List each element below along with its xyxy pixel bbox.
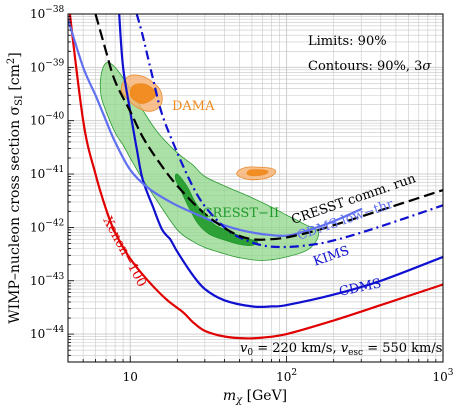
y-tick-label: 10−42 <box>30 218 64 234</box>
y-tick-label: 10−43 <box>30 272 65 288</box>
dama-label: DAMA <box>172 99 215 114</box>
cresst-comm-run-curve <box>94 14 443 241</box>
y-tick-label: 10−44 <box>30 325 65 341</box>
plot-frame <box>67 13 444 363</box>
xenon-100-label: Xenon−100 <box>99 214 149 289</box>
signal-regions <box>99 62 319 261</box>
legend-contours: Contours: 90%, 3σ <box>308 59 432 74</box>
y-tick-label: 10−38 <box>30 5 65 21</box>
x-tick-label: 102 <box>276 368 297 384</box>
halo-parameters: v0 = 220 km/s, vesc = 550 km/s <box>240 341 442 358</box>
xenon-100-curve <box>68 14 443 340</box>
cdms-low-thr-curve <box>68 18 363 237</box>
cdms-curve <box>118 14 443 309</box>
dama-region <box>129 83 157 104</box>
x-tick-label: 10 <box>123 370 138 384</box>
kims-label: KIMS <box>311 243 351 269</box>
y-axis-label: WIMP–nucleon cross section σSI [cm2] <box>6 52 25 324</box>
kims-curve <box>135 14 443 249</box>
y-tick-label: 10−41 <box>30 165 64 181</box>
dama-region <box>246 169 269 177</box>
cresst-ii-label: CRESST−II <box>203 206 280 221</box>
cdms-label: CDMS <box>338 276 383 300</box>
axis-ticks: 10 102 103 10−44 10−43 10−42 10−41 10−40 10−39 10… <box>30 5 454 384</box>
limit-curves <box>68 14 443 340</box>
x-axis-label: mχ [GeV] <box>223 388 287 406</box>
y-tick-label: 10−40 <box>30 112 65 128</box>
legend-limits: Limits: 90% <box>308 34 387 49</box>
cresst-ii-region <box>99 62 319 261</box>
y-tick-label: 10−39 <box>30 58 65 74</box>
x-tick-label: 103 <box>432 368 453 384</box>
